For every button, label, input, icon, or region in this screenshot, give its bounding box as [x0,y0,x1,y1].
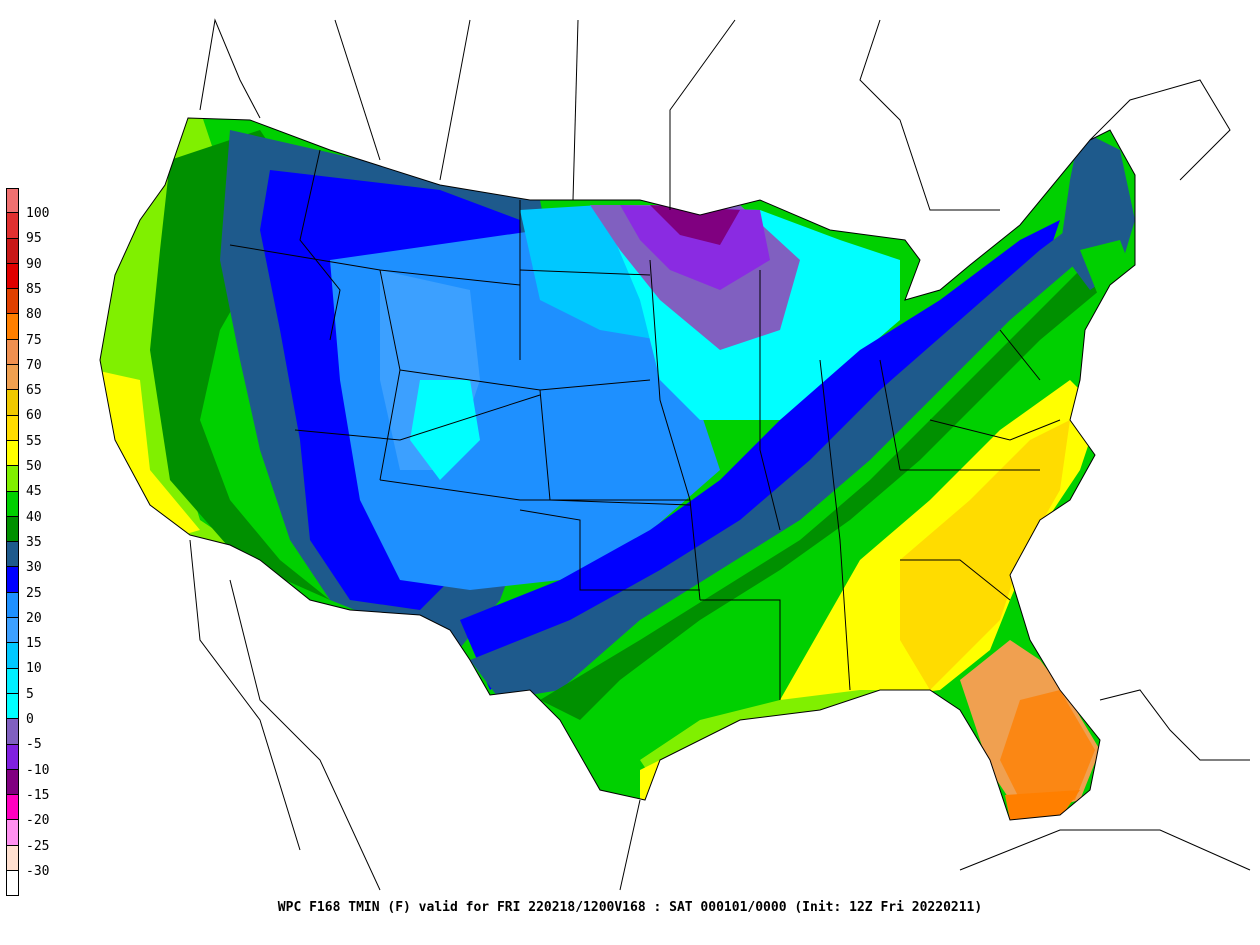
legend-swatch [6,390,19,416]
legend-swatch [6,314,19,340]
legend-label: 40 [26,509,42,525]
state-borders [99,18,1251,891]
legend-swatch [6,542,19,568]
legend-swatch [6,618,19,644]
legend-label: -5 [26,737,42,753]
legend-swatch [6,769,19,796]
legend-swatch [6,845,19,872]
legend-label: 50 [26,459,42,474]
legend-swatch [6,668,19,694]
legend-label: 55 [26,433,42,449]
legend-swatch [6,415,19,441]
legend-label: 10 [26,661,42,677]
legend-label: -25 [26,838,50,854]
legend-label: 45 [26,484,42,500]
legend-swatch [6,744,19,770]
legend-swatch [6,491,19,517]
legend-swatch [6,567,19,593]
legend-label: 20 [26,610,42,626]
legend-label: 75 [26,332,42,348]
legend-swatch [6,592,19,619]
legend-label: -20 [26,813,50,829]
legend-label: 30 [26,560,42,576]
legend-swatch [6,516,19,543]
legend-swatch [6,365,19,391]
legend-swatch [6,693,19,720]
legend-swatch [6,643,19,669]
legend-label: 0 [26,712,34,727]
legend-swatch [6,289,19,315]
legend-label: 90 [26,256,42,272]
legend-label: 5 [26,686,34,702]
color-legend: 100 95 90 85 80 75 70 65 60 55 50 45 40 35 30 25 20 15 10 5… [6,188,49,897]
legend-swatch [6,795,19,821]
legend-swatch [6,263,19,290]
legend-label: -15 [26,787,50,803]
legend-swatch [6,820,19,846]
legend-label: 15 [26,636,42,652]
legend-swatch [6,440,19,467]
legend-swatch [6,188,19,214]
legend-label: 25 [26,585,42,601]
legend-swatch [6,238,19,264]
map-caption: WPC F168 TMIN (F) valid for FRI 220218/1… [277,900,983,915]
legend-label: 65 [26,383,42,399]
legend-swatch [6,213,19,239]
legend-label: -10 [26,762,50,778]
legend-swatch [6,339,19,366]
legend-label: 35 [26,534,42,550]
legend-label: 60 [26,408,42,424]
legend-label: -30 [26,863,50,879]
legend-label: 80 [26,307,42,323]
legend-swatch [6,466,19,492]
legend-swatch [6,719,19,745]
legend-label: 70 [26,357,42,373]
legend-label: 95 [26,231,42,247]
legend-swatch [6,871,19,897]
legend-label: 100 [26,206,50,221]
legend-label: 85 [26,281,42,297]
